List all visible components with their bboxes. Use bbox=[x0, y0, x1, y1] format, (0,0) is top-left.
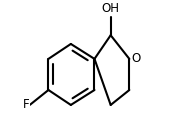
Text: O: O bbox=[132, 52, 141, 65]
Text: F: F bbox=[23, 98, 30, 112]
Text: OH: OH bbox=[102, 2, 120, 15]
